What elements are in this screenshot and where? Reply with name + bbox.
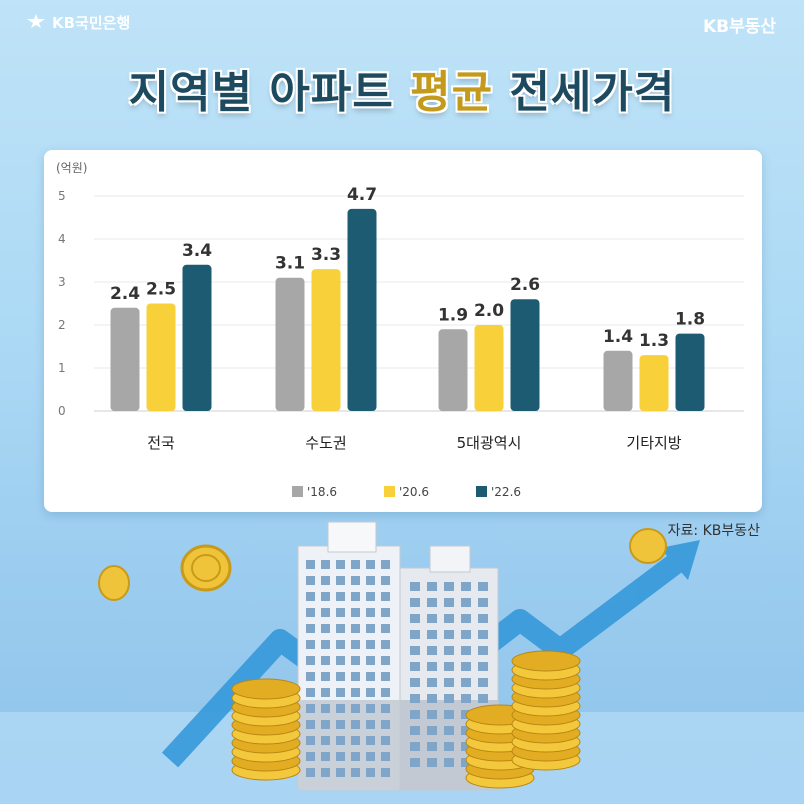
bar (110, 307, 140, 411)
bar (510, 299, 540, 411)
data-label: 1.9 (438, 305, 468, 325)
data-label: 2.4 (110, 284, 140, 304)
bar (675, 333, 705, 411)
y-tick-label: 0 (58, 404, 66, 418)
bar-chart: (억원) 0 1 2 3 4 5 2.4 2.5 3.4 전국 3.1 3.3 4.7 수도권 1.9 2.0 2… (56, 161, 744, 499)
coin-stack-icon (465, 704, 535, 789)
y-tick-label: 4 (58, 232, 66, 246)
category-label: 수도권 (305, 434, 346, 452)
bar (347, 208, 377, 411)
data-label: 4.7 (347, 185, 377, 205)
data-label: 2.5 (146, 280, 176, 300)
legend-entry: '18.6 (307, 485, 337, 499)
bar (311, 269, 341, 411)
y-tick-label: 3 (58, 275, 66, 289)
bar (438, 329, 468, 411)
chart-panel: (억원) 0 1 2 3 4 5 2.4 2.5 3.4 전국 3.1 3.3 4.7 수도권 1.9 2.0 2… (44, 150, 762, 512)
y-unit-label: (억원) (56, 161, 87, 175)
legend-swatch (384, 486, 395, 497)
y-tick-label: 5 (58, 189, 66, 203)
kb-realestate-logo: KB부동산 (702, 17, 776, 37)
legend-entry: '20.6 (399, 485, 429, 499)
coin-icon (180, 544, 232, 592)
source-note: 자료: KB부동산 (667, 523, 760, 539)
kb-star-icon (26, 13, 46, 33)
coin-icon (98, 565, 130, 601)
y-tick-label: 2 (58, 318, 66, 332)
page-title: 지역별 아파트 평균 전세가격 (0, 56, 804, 120)
coin-stack-icon (511, 650, 581, 771)
y-tick-label: 1 (58, 361, 66, 375)
data-label: 1.4 (603, 327, 633, 347)
data-label: 3.4 (182, 241, 212, 261)
data-label: 2.0 (474, 301, 504, 321)
brand-left-text: KB국민은행 (52, 14, 131, 32)
legend-swatch (292, 486, 303, 497)
bar (275, 277, 305, 411)
legend-swatch (476, 486, 487, 497)
data-label: 2.6 (510, 275, 540, 295)
category-label: 전국 (147, 434, 175, 452)
data-label: 3.1 (275, 254, 305, 274)
data-label: 3.3 (311, 245, 341, 265)
category-label: 기타지방 (626, 434, 681, 452)
title-part2: 전세가격 (493, 67, 676, 118)
title-part1: 지역별 아파트 (128, 67, 411, 118)
bar (639, 355, 669, 411)
bar (603, 350, 633, 411)
category-label: 5대광역시 (457, 434, 522, 452)
legend-entry: '22.6 (491, 485, 521, 499)
data-label: 1.3 (639, 331, 669, 351)
coin-icon (629, 528, 667, 564)
kb-bank-logo: KB국민은행 (26, 12, 130, 33)
bar (146, 303, 176, 411)
data-label: 1.8 (675, 310, 705, 330)
title-highlight: 평균 (410, 67, 494, 118)
bar (182, 264, 212, 411)
coin-stack-icon (231, 678, 301, 781)
bar (474, 325, 504, 411)
